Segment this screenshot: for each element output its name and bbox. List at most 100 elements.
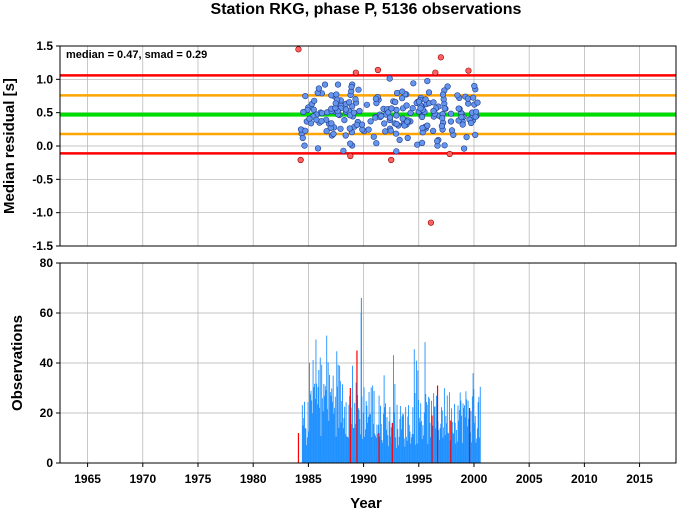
scatter-point xyxy=(444,83,451,90)
scatter-point xyxy=(365,126,372,133)
scatter-point xyxy=(404,134,411,142)
scatter-point xyxy=(387,127,394,134)
scatter-point xyxy=(373,140,380,147)
scatter-point xyxy=(367,118,374,125)
scatter-point xyxy=(318,118,325,125)
observations-y-tick-label: 80 xyxy=(40,256,54,270)
scatter-point xyxy=(439,114,446,122)
scatter-point xyxy=(386,75,393,82)
scatter-point xyxy=(474,99,481,106)
scatter-point xyxy=(455,105,462,112)
scatter-point xyxy=(337,125,344,132)
outlier-point xyxy=(352,69,359,76)
scatter-point xyxy=(328,120,335,127)
year-x-tick-label: 2005 xyxy=(516,472,543,486)
scatter-point xyxy=(355,86,362,93)
scatter-point xyxy=(332,100,339,107)
scatter-point xyxy=(434,138,441,145)
residual-y-tick-label: -1.5 xyxy=(32,239,53,253)
scatter-point xyxy=(419,113,426,121)
scatter-point xyxy=(323,128,330,135)
scatter-point xyxy=(353,121,361,128)
residual-panel: -1.5 -1.0 -0.5 0.0 0.5 1.0 1.5 median = 0.47, … xyxy=(1,39,677,253)
median-annotation: median = 0.47, smad = 0.29 xyxy=(66,49,207,61)
scatter-point xyxy=(393,148,400,155)
scatter-point xyxy=(464,95,472,102)
scatter-point xyxy=(399,88,406,95)
residual-reference-lines xyxy=(60,74,676,155)
scatter-point xyxy=(342,106,350,113)
scatter-point xyxy=(348,83,355,91)
observations-bars xyxy=(297,298,481,463)
scatter-point xyxy=(448,127,456,134)
scatter-point xyxy=(363,101,371,108)
scatter-point xyxy=(328,92,335,99)
scatter-point xyxy=(392,98,399,106)
scatter-point xyxy=(333,91,340,98)
scatter-point xyxy=(394,89,401,97)
residual-y-axis-label: Median residual [s] xyxy=(1,78,18,214)
scatter-point xyxy=(302,127,309,134)
outlier-point xyxy=(295,46,302,53)
scatter-point xyxy=(409,105,416,112)
scatter-point xyxy=(378,112,385,120)
scatter-point xyxy=(399,115,406,122)
outlier-point xyxy=(437,54,444,61)
scatter-point xyxy=(439,91,447,98)
scatter-point xyxy=(430,99,437,106)
observations-y-tick-label: 20 xyxy=(40,406,54,420)
scatter-point xyxy=(321,81,329,88)
scatter-point xyxy=(299,134,306,142)
year-x-tick-label: 2015 xyxy=(626,472,653,486)
year-x-tick-label: 1975 xyxy=(185,472,212,486)
scatter-point xyxy=(315,85,323,92)
year-x-tick-label: 1965 xyxy=(74,472,101,486)
scatter-point xyxy=(342,132,349,139)
year-x-tick-label: 1990 xyxy=(350,472,377,486)
scatter-point xyxy=(396,136,403,143)
scatter-point xyxy=(318,110,326,117)
scatter-point xyxy=(387,114,394,121)
scatter-point xyxy=(424,122,431,129)
year-x-axis-label: Year xyxy=(350,495,382,511)
residual-points xyxy=(295,46,481,226)
scatter-point xyxy=(410,80,417,87)
scatter-point xyxy=(459,121,466,128)
year-x-tick-label: 1980 xyxy=(240,472,267,486)
scatter-point xyxy=(346,125,353,132)
scatter-point xyxy=(370,133,377,140)
scatter-point xyxy=(415,98,423,105)
observations-y-ticks: 0 20 40 60 80 xyxy=(40,256,60,470)
scatter-point xyxy=(352,96,359,103)
scatter-point xyxy=(461,145,468,152)
outlier-point xyxy=(465,67,472,74)
residual-y-tick-label: 1.0 xyxy=(36,72,53,86)
scatter-point xyxy=(470,94,477,101)
year-x-tick-label: 1985 xyxy=(295,472,322,486)
chart-title: Station RKG, phase P, 5136 observations xyxy=(211,1,522,18)
scatter-point xyxy=(404,118,411,125)
year-x-tick-label: 1970 xyxy=(129,472,156,486)
residual-y-tick-label: 0.5 xyxy=(36,106,53,120)
scatter-point xyxy=(340,147,347,154)
scatter-point xyxy=(430,127,437,134)
observations-panel: 0 20 40 60 80 1965 1970 1975 1980 1985 1990 1995 20… xyxy=(9,256,677,511)
scatter-point xyxy=(347,140,354,147)
residual-y-tick-label: 0.0 xyxy=(36,139,53,153)
residual-y-tick-label: 1.5 xyxy=(36,39,53,53)
scatter-point xyxy=(441,105,448,112)
scatter-point xyxy=(419,124,426,132)
year-x-tick-label: 2000 xyxy=(461,472,488,486)
observations-y-tick-label: 40 xyxy=(40,356,54,370)
outlier-point xyxy=(432,69,439,76)
observations-y-axis-label: Observations xyxy=(9,315,26,411)
scatter-point xyxy=(306,115,313,122)
scatter-point xyxy=(417,105,424,112)
scatter-point xyxy=(422,96,429,103)
scatter-point xyxy=(382,128,389,135)
scatter-point xyxy=(372,95,380,102)
scatter-point xyxy=(301,142,308,149)
outlier-point xyxy=(446,150,453,158)
scatter-point xyxy=(346,99,353,106)
